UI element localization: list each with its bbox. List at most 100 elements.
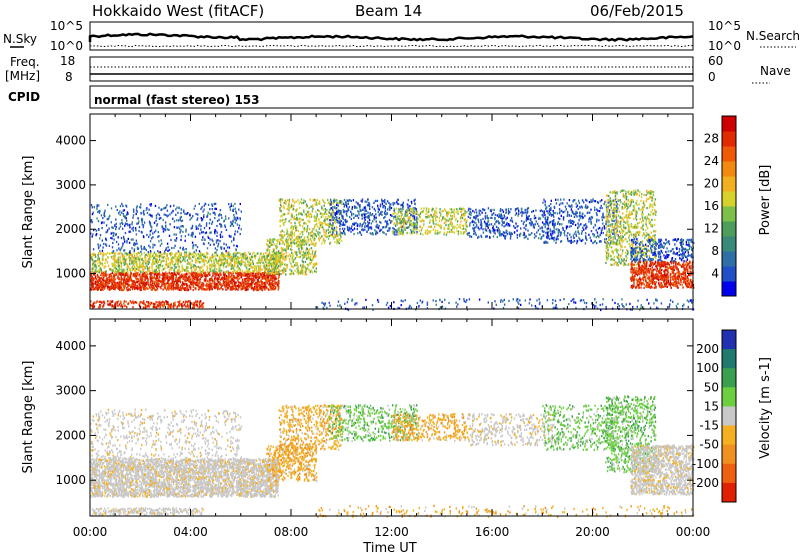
power-cell — [379, 205, 382, 208]
power-cell — [329, 222, 331, 225]
power-cell — [343, 205, 345, 208]
power-cell — [116, 249, 118, 252]
power-cell — [122, 213, 125, 216]
freq-right-tick-bottom: 0 — [708, 70, 716, 84]
power-cell — [153, 251, 156, 254]
power-cell — [186, 288, 189, 291]
power-cell — [218, 263, 220, 266]
power-cell — [148, 255, 151, 258]
power-cell — [148, 257, 150, 260]
power-cell — [327, 198, 329, 201]
power-cell — [277, 239, 279, 242]
power-cell — [164, 279, 166, 282]
power-cell — [208, 280, 210, 283]
power-cell — [134, 266, 136, 270]
power-cell — [234, 287, 236, 290]
power-cell — [340, 239, 343, 242]
power-cell — [158, 269, 160, 272]
power-cell — [290, 248, 292, 251]
power-cell — [136, 242, 138, 245]
power-cell — [346, 220, 348, 223]
power-cell — [220, 246, 223, 249]
power-cell — [203, 283, 205, 286]
power-cell — [100, 277, 102, 280]
power-cell — [178, 257, 180, 260]
power-cell — [236, 276, 238, 279]
power-cell — [155, 272, 157, 275]
power-cell — [227, 283, 229, 286]
power-cell — [171, 266, 173, 269]
power-cell — [190, 266, 192, 270]
power-cell — [103, 303, 105, 306]
power-cell — [334, 214, 336, 217]
power-cell — [214, 257, 217, 260]
power-cell — [299, 206, 301, 209]
power-cell — [108, 273, 110, 276]
power-cell — [126, 211, 129, 214]
power-cell — [149, 256, 151, 259]
power-cell — [275, 264, 277, 267]
power-cell — [144, 306, 147, 309]
power-cell — [123, 281, 125, 284]
power-cell — [290, 272, 292, 275]
power-cell — [204, 256, 206, 259]
power-cell — [315, 262, 318, 265]
power-cell — [117, 264, 119, 268]
power-cell — [127, 237, 129, 240]
power-cell — [298, 236, 300, 239]
power-cell — [225, 218, 227, 221]
power-cell — [119, 285, 122, 288]
power-cell — [244, 261, 246, 264]
power-cell — [200, 254, 202, 257]
power-cell — [166, 263, 168, 266]
power-cell — [155, 277, 157, 280]
power-cell — [200, 285, 203, 288]
power-cell — [328, 231, 330, 234]
power-cell — [202, 305, 204, 308]
power-cell — [246, 277, 248, 280]
power-cell — [94, 276, 97, 279]
power-cell — [263, 285, 265, 288]
power-cell — [229, 261, 231, 265]
power-cell — [304, 273, 306, 276]
power-cell — [131, 284, 133, 287]
power-cell — [131, 282, 133, 286]
power-cell — [135, 209, 138, 212]
power-cell — [171, 277, 174, 281]
power-cell — [329, 242, 331, 245]
power-cell — [296, 271, 298, 274]
power-cell — [192, 247, 194, 250]
power-cell — [127, 283, 129, 286]
power-cell — [278, 285, 280, 288]
power-cell — [185, 267, 188, 270]
power-cell — [191, 232, 193, 235]
power-cell — [185, 253, 188, 257]
power-cell — [244, 282, 247, 286]
power-cell — [245, 253, 247, 257]
power-cell — [266, 256, 269, 259]
power-cell — [241, 269, 243, 272]
power-cell — [361, 224, 363, 227]
power-cell — [91, 275, 93, 279]
power-cell — [285, 263, 287, 266]
power-cell — [384, 226, 387, 229]
power-cell — [172, 286, 175, 289]
power-cell — [183, 257, 185, 260]
power-cell — [264, 284, 267, 287]
power-cell — [176, 271, 179, 274]
power-cell — [93, 262, 95, 265]
power-cell — [302, 242, 304, 246]
power-cell — [273, 272, 275, 276]
power-cell — [279, 269, 282, 272]
power-cell — [311, 259, 313, 262]
power-cell — [222, 283, 224, 286]
power-cell — [135, 212, 137, 216]
power-cell — [138, 303, 141, 306]
power-cell — [260, 279, 262, 282]
power-cell — [267, 239, 269, 242]
power-cell — [192, 231, 194, 234]
power-cell — [188, 272, 190, 275]
power-cell — [233, 238, 235, 241]
power-cell — [127, 276, 129, 279]
power-cell — [152, 246, 154, 249]
